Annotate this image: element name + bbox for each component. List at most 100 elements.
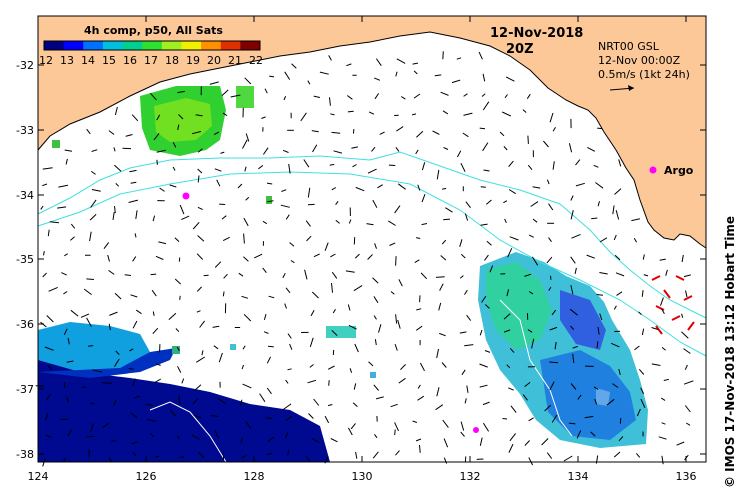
current-vector	[108, 457, 113, 463]
current-vector	[597, 326, 600, 335]
current-vector	[102, 422, 110, 428]
current-vector	[347, 110, 354, 113]
current-vector	[347, 427, 353, 436]
current-vector	[524, 440, 530, 446]
current-vector	[306, 235, 312, 242]
current-vector	[329, 163, 335, 166]
colorbar-tick: 14	[81, 54, 95, 67]
current-vector	[331, 271, 338, 279]
current-vector	[172, 142, 177, 148]
current-vector	[549, 326, 558, 331]
current-vector	[135, 309, 142, 315]
current-vector	[125, 134, 133, 137]
current-vector	[660, 397, 666, 401]
current-vector	[456, 150, 462, 158]
current-vector	[245, 133, 250, 142]
current-vector	[613, 234, 617, 241]
colorbar-tick: 13	[60, 54, 74, 67]
current-vector	[222, 112, 228, 117]
current-vector	[439, 283, 444, 291]
current-vector	[374, 243, 377, 249]
current-vector	[371, 146, 376, 152]
current-vector	[597, 201, 600, 207]
current-vector	[570, 285, 574, 295]
current-vector	[508, 160, 514, 168]
current-vector	[421, 223, 428, 226]
current-vector	[489, 265, 494, 273]
current-vector	[443, 146, 449, 150]
current-vector	[349, 368, 353, 373]
current-vector	[132, 256, 137, 262]
current-vector	[45, 394, 51, 401]
current-vector	[309, 337, 314, 348]
current-vector	[441, 239, 447, 245]
current-vector	[570, 383, 577, 390]
colorbar-segment	[44, 41, 65, 50]
colorbar-segment	[63, 41, 84, 50]
current-vector	[179, 295, 181, 300]
current-vector	[49, 221, 59, 224]
current-vector	[676, 441, 685, 446]
current-vector	[584, 415, 594, 419]
current-vector	[89, 214, 97, 221]
lat-tick: -36	[16, 318, 34, 331]
current-vector	[484, 350, 491, 353]
sst-patch-southwest	[38, 322, 150, 380]
current-vector	[264, 88, 268, 94]
current-vector	[368, 111, 375, 115]
map-time: 20Z	[506, 42, 534, 57]
current-vector	[64, 149, 73, 152]
current-vector	[683, 274, 691, 278]
current-vector	[527, 329, 533, 333]
current-vector	[378, 324, 382, 333]
current-vector	[412, 62, 418, 65]
current-vector	[353, 285, 363, 292]
current-vector	[197, 206, 203, 211]
current-vector	[192, 398, 199, 405]
current-vector	[636, 453, 641, 458]
current-vector	[549, 112, 554, 123]
current-vector	[464, 344, 474, 347]
current-vector	[507, 247, 513, 258]
current-vector	[596, 294, 603, 296]
current-vector	[373, 296, 379, 304]
current-vector	[263, 313, 267, 321]
current-vector	[459, 239, 463, 247]
current-vector	[413, 70, 418, 75]
current-vector	[390, 291, 395, 295]
current-vector	[451, 79, 461, 84]
current-vector	[372, 199, 378, 208]
current-vector	[415, 438, 422, 442]
current-vector	[591, 217, 598, 220]
current-vector	[374, 77, 381, 81]
current-vector	[618, 436, 624, 442]
current-vector	[419, 444, 421, 453]
current-vector	[63, 328, 68, 336]
current-vector	[213, 131, 220, 136]
current-vector	[528, 457, 534, 466]
current-vector	[506, 364, 511, 369]
current-vector	[266, 387, 272, 395]
current-vector	[366, 223, 374, 226]
current-vector	[686, 422, 691, 426]
current-vector	[436, 169, 440, 180]
current-vector	[83, 288, 92, 296]
current-vector	[421, 162, 426, 171]
current-vector	[221, 89, 229, 96]
current-vector	[503, 146, 508, 151]
current-vector	[158, 241, 167, 245]
current-vector	[91, 189, 101, 192]
current-vector	[238, 272, 244, 277]
current-vector	[47, 364, 52, 370]
current-vector	[661, 347, 666, 351]
current-vector	[216, 179, 221, 187]
current-vector	[415, 325, 423, 331]
current-vector	[395, 256, 397, 266]
current-vector	[130, 412, 138, 418]
current-vector	[642, 254, 645, 260]
current-vector	[197, 175, 200, 183]
current-vector	[460, 253, 466, 259]
current-vector	[333, 150, 343, 154]
current-vector	[509, 236, 519, 241]
colorbar-segment	[102, 41, 124, 50]
